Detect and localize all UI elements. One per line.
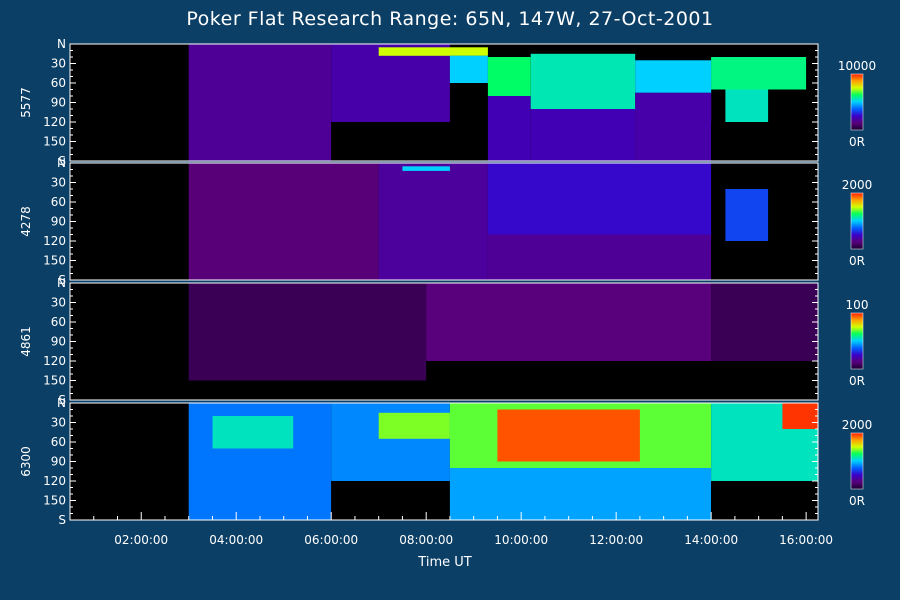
y-tick-label: 60 (51, 76, 66, 90)
panel-4278-cell (711, 241, 818, 280)
y-tick-label: 30 (51, 296, 66, 310)
y-tick-label: 60 (51, 195, 66, 209)
y-tick-label: 30 (51, 416, 66, 430)
panel-5577-cell (487, 96, 531, 161)
y-tick-label: 90 (51, 215, 66, 229)
panel-4278-cell (725, 189, 769, 241)
panel-6300-label: 6300 (19, 446, 33, 477)
colorbar-6300 (850, 432, 864, 490)
panel-5577-cell (378, 47, 488, 56)
y-tick-label: S (58, 393, 66, 407)
panel-4278-cell (378, 163, 488, 280)
y-tick-label: 30 (51, 57, 66, 71)
y-tick-label: N (57, 37, 66, 51)
chart-title: Poker Flat Research Range: 65N, 147W, 27… (186, 8, 714, 30)
y-tick-label: S (58, 154, 66, 168)
panel-4861-cell (188, 283, 427, 381)
panel-6300-cell (497, 409, 640, 462)
panel-4278-cell (487, 234, 712, 280)
y-tick-label: S (58, 273, 66, 287)
panel-4278-cell (487, 163, 712, 235)
x-tick-label: 14:00:00 (684, 533, 738, 547)
panel-5577-label: 5577 (19, 87, 33, 118)
y-tick-label: 60 (51, 315, 66, 329)
colorbar-4278-min-label: 0R (849, 254, 865, 268)
panel-5577-cell (331, 122, 450, 161)
y-tick-label: 150 (43, 374, 66, 388)
colorbar-4278-max-label: 2000 (842, 178, 873, 192)
y-tick-label: S (58, 513, 66, 527)
panel-5577-cell (635, 92, 712, 162)
y-tick-label: 150 (43, 494, 66, 508)
y-tick-label: N (57, 396, 66, 410)
y-tick-label: 150 (43, 254, 66, 268)
x-tick-label: 04:00:00 (209, 533, 263, 547)
colorbar-5577 (850, 73, 864, 131)
x-tick-label: 10:00:00 (494, 533, 548, 547)
panel-5577-cell (530, 109, 636, 161)
x-tick-label: 06:00:00 (304, 533, 358, 547)
panel-6300-cell (378, 412, 450, 439)
panel-5577-cell (530, 53, 636, 110)
panel-5577-cell (70, 44, 189, 161)
panel-5577-cell (635, 60, 712, 93)
panel-4861-cell (711, 283, 818, 361)
panel-5577-cell (711, 122, 818, 161)
colorbar-4861 (850, 312, 864, 370)
y-tick-label: N (57, 156, 66, 170)
panel-4861-label: 4861 (19, 326, 33, 357)
x-tick-label: 02:00:00 (114, 533, 168, 547)
y-tick-label: 90 (51, 335, 66, 349)
y-tick-label: 150 (43, 135, 66, 149)
x-tick-label: 12:00:00 (589, 533, 643, 547)
y-tick-label: N (57, 276, 66, 290)
panel-6300-cell (782, 403, 818, 429)
y-tick-label: 30 (51, 176, 66, 190)
panel-6300-cell (70, 403, 189, 520)
y-tick-label: 60 (51, 435, 66, 449)
panel-4278-label: 4278 (19, 206, 33, 237)
panel-6300-cell (711, 481, 818, 520)
x-axis-label: Time UT (418, 555, 472, 570)
colorbar-5577-min-label: 0R (849, 135, 865, 149)
colorbar-6300-min-label: 0R (849, 494, 865, 508)
colorbar-6300-max-label: 2000 (842, 418, 873, 432)
y-tick-label: 120 (43, 354, 66, 368)
panel-5577-cell (188, 44, 332, 161)
y-tick-label: 120 (43, 234, 66, 248)
panel-4861-cell (711, 380, 818, 400)
panel-5577-cell (711, 57, 807, 90)
colorbar-4861-min-label: 0R (849, 374, 865, 388)
panel-5577-cell (487, 57, 531, 96)
panel-6300-cell (212, 416, 294, 449)
panel-6300-cell (331, 481, 450, 520)
panel-4861-cell (70, 283, 189, 400)
y-tick-label: 120 (43, 115, 66, 129)
colorbar-5577-max-label: 10000 (838, 59, 876, 73)
x-tick-label: 16:00:00 (779, 533, 833, 547)
colorbar-4861-max-label: 100 (846, 298, 869, 312)
panel-4278-cell (402, 166, 450, 171)
panel-5577-cell (725, 89, 769, 122)
panel-4278-cell (188, 163, 379, 280)
y-tick-label: 90 (51, 96, 66, 110)
panel-6300-cell (449, 468, 712, 520)
panel-5577-cell (449, 55, 488, 83)
panel-5577-cell (331, 44, 450, 122)
x-tick-label: 08:00:00 (399, 533, 453, 547)
y-tick-label: 90 (51, 455, 66, 469)
y-tick-label: 120 (43, 474, 66, 488)
panel-4861-cell (426, 283, 712, 361)
panel-4278-cell (70, 163, 189, 280)
colorbar-4278 (850, 192, 864, 250)
